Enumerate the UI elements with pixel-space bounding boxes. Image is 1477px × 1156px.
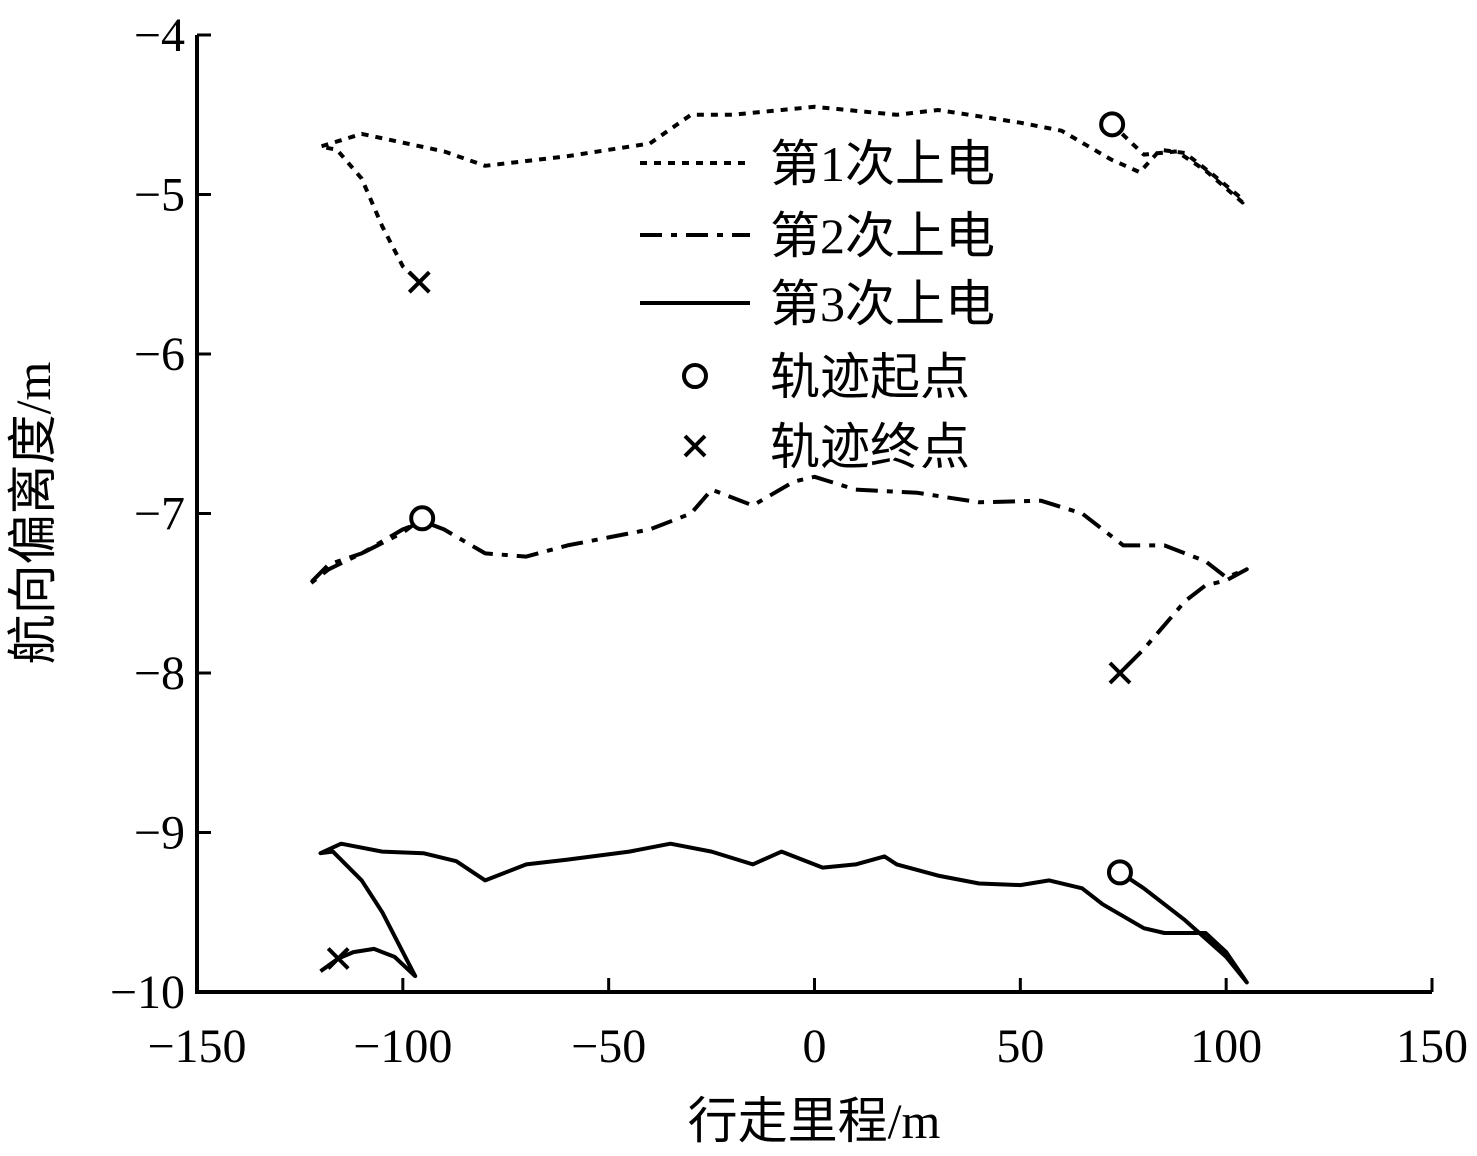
legend-label: 第1次上电 bbox=[770, 136, 995, 192]
end-marker bbox=[326, 947, 350, 970]
end-marker bbox=[407, 270, 431, 294]
start-marker bbox=[409, 505, 436, 532]
x-tick-label: −150 bbox=[147, 1020, 246, 1073]
y-tick-label: −6 bbox=[134, 328, 185, 381]
y-tick-label: −8 bbox=[134, 647, 185, 700]
axes: −150 −100 −50 0 50 100 150 −4 −5 −6 −7 −8 −9 −10 bbox=[110, 9, 1468, 1073]
y-tick-label: −9 bbox=[134, 807, 185, 860]
legend-label: 轨迹起点 bbox=[770, 349, 970, 405]
legend-start-marker bbox=[682, 363, 708, 389]
y-tick-label: −4 bbox=[134, 9, 185, 62]
start-marker bbox=[1099, 111, 1126, 138]
x-tick-label: 50 bbox=[996, 1020, 1044, 1073]
x-axis-label: 行走里程/m bbox=[688, 1093, 941, 1149]
legend-end-marker bbox=[683, 434, 707, 458]
y-tick-label: −5 bbox=[134, 169, 185, 222]
legend-label: 轨迹终点 bbox=[770, 419, 970, 475]
y-tick-label: −10 bbox=[110, 966, 185, 1019]
end-marker bbox=[1108, 661, 1132, 685]
legend-label: 第3次上电 bbox=[770, 276, 995, 332]
series-line bbox=[318, 104, 1245, 284]
y-axis-label: 航向偏离度/m bbox=[5, 362, 61, 665]
x-tick-label: −50 bbox=[571, 1020, 646, 1073]
x-tick-label: 100 bbox=[1190, 1020, 1262, 1073]
legend-label: 第2次上电 bbox=[770, 208, 995, 264]
start-marker bbox=[1106, 859, 1133, 886]
x-tick-label: 0 bbox=[803, 1020, 827, 1073]
series-line bbox=[306, 474, 1249, 675]
series-line bbox=[318, 841, 1249, 985]
x-tick-label: −100 bbox=[353, 1020, 452, 1073]
y-tick-label: −7 bbox=[134, 488, 185, 541]
plot-area bbox=[306, 104, 1249, 985]
x-tick-label: 150 bbox=[1396, 1020, 1468, 1073]
